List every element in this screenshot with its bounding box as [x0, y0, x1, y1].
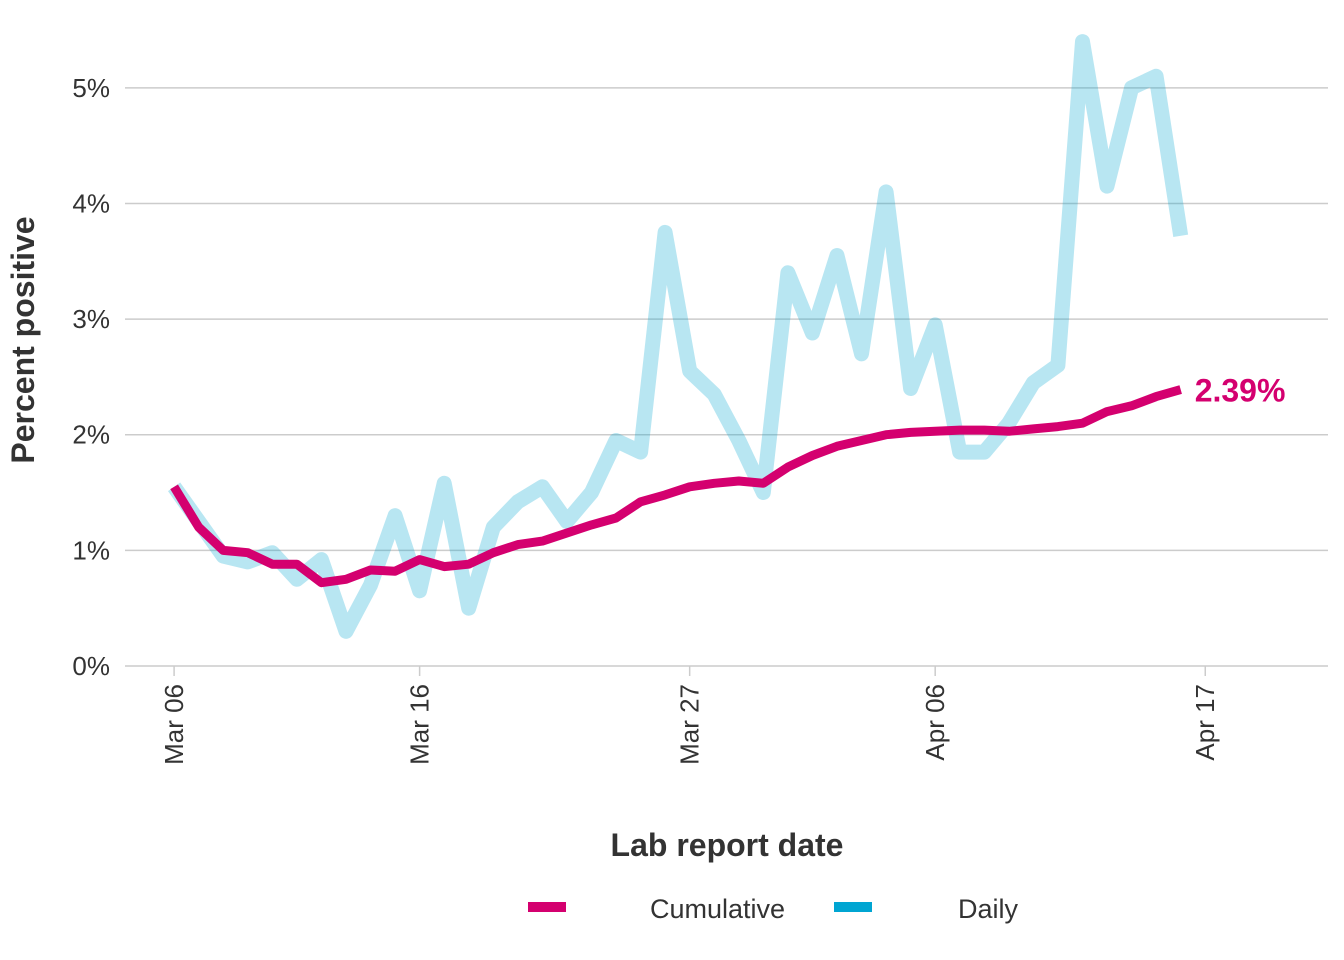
- legend-swatch-daily: [834, 902, 872, 912]
- x-tick-label: Mar 06: [159, 684, 189, 765]
- x-tick-label: Mar 27: [675, 684, 705, 765]
- y-tick-label: 2%: [72, 420, 110, 450]
- x-tick-label: Apr 06: [920, 684, 950, 761]
- series-lines: [167, 34, 1189, 639]
- legend-label-cumulative: Cumulative: [650, 894, 785, 924]
- legend-swatch-cumulative: [528, 902, 566, 912]
- y-tick-label: 1%: [72, 535, 110, 565]
- x-tick-label: Mar 16: [405, 684, 435, 765]
- series-line-daily: [167, 34, 1189, 639]
- y-axis-title: Percent positive: [5, 216, 41, 463]
- x-axis-title: Lab report date: [611, 827, 844, 863]
- y-tick-label: 0%: [72, 651, 110, 681]
- x-axis: Mar 06 Mar 16 Mar 27 Apr 06 Apr 17: [159, 666, 1220, 765]
- y-tick-label: 5%: [72, 73, 110, 103]
- y-tick-label: 4%: [72, 188, 110, 218]
- y-axis-ticks: 0% 1% 2% 3% 4% 5%: [72, 73, 110, 681]
- legend: Cumulative Daily: [528, 894, 1019, 924]
- series-line-cumulative: [170, 385, 1182, 588]
- cumulative-end-label: 2.39%: [1195, 373, 1286, 409]
- y-tick-label: 3%: [72, 304, 110, 334]
- x-tick-label: Apr 17: [1190, 684, 1220, 761]
- gridlines: [125, 87, 1328, 667]
- legend-label-daily: Daily: [958, 894, 1019, 924]
